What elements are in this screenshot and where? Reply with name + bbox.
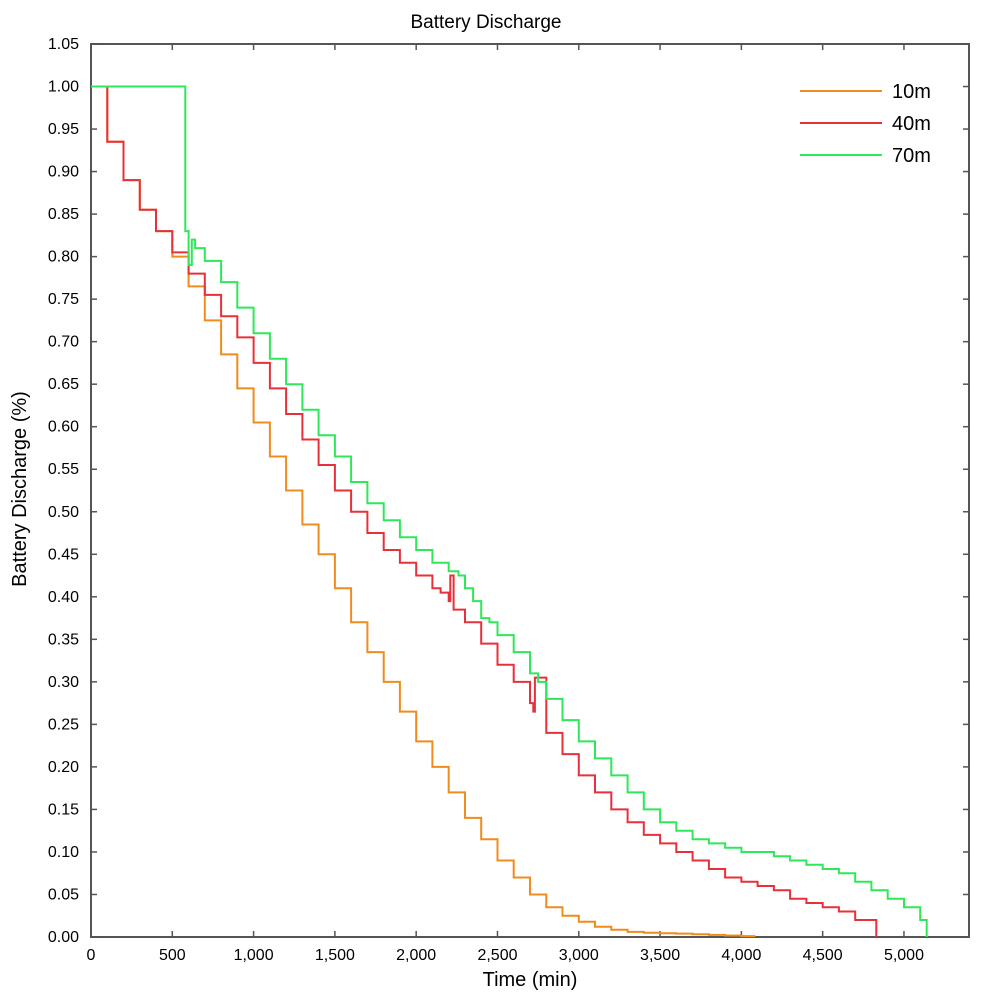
legend-label-40m: 40m: [892, 113, 931, 135]
x-tick-label: 500: [159, 947, 186, 964]
series-line-70m: [91, 85, 928, 937]
legend: 10m 40m 70m: [800, 81, 931, 167]
x-axis: 0 500 1,000 1,500 2,000 2,500 3,000 3,500 4,000 4…: [87, 44, 924, 964]
y-tick-label: 0.70: [48, 334, 79, 351]
y-tick-label: 0.65: [48, 376, 79, 393]
y-axis-label: Battery Discharge (%): [9, 391, 31, 587]
y-tick-label: 0.60: [48, 419, 79, 436]
y-tick-label: 0.00: [48, 929, 79, 946]
x-tick-label: 2,000: [396, 947, 436, 964]
y-tick-label: 0.20: [48, 759, 79, 776]
y-tick-label: 0.50: [48, 504, 79, 521]
y-tick-label: 0.95: [48, 121, 79, 138]
y-tick-label: 0.35: [48, 631, 79, 648]
y-tick-label: 0.10: [48, 844, 79, 861]
plot-border: [90, 43, 970, 938]
x-tick-label: 0: [87, 947, 96, 964]
x-tick-label: 3,000: [559, 947, 599, 964]
y-tick-label: 0.15: [48, 801, 79, 818]
x-tick-label: 4,000: [721, 947, 761, 964]
series-line-40m: [91, 85, 878, 937]
series-line-10m: [91, 85, 756, 938]
y-tick-label: 0.55: [48, 461, 79, 478]
x-tick-label: 4,500: [803, 947, 843, 964]
plot-area: [90, 43, 970, 938]
y-axis: 0.00 0.05 0.10 0.15 0.20 0.25 0.30 0.35 0.40 0.45…: [48, 36, 969, 946]
x-tick-label: 5,000: [884, 947, 924, 964]
legend-label-70m: 70m: [892, 145, 931, 167]
x-tick-label: 3,500: [640, 947, 680, 964]
x-tick-label: 2,500: [477, 947, 517, 964]
y-tick-label: 0.75: [48, 291, 79, 308]
series-lines: [91, 85, 928, 938]
y-tick-label: 0.40: [48, 589, 79, 606]
x-tick-label: 1,000: [234, 947, 274, 964]
y-tick-label: 0.45: [48, 546, 79, 563]
y-tick-label: 0.25: [48, 716, 79, 733]
y-tick-label: 1.05: [48, 36, 79, 53]
x-tick-label: 1,500: [315, 947, 355, 964]
y-tick-label: 0.80: [48, 249, 79, 266]
legend-label-10m: 10m: [892, 81, 931, 103]
y-tick-label: 0.05: [48, 886, 79, 903]
x-axis-label: Time (min): [483, 969, 578, 991]
y-tick-label: 0.30: [48, 674, 79, 691]
chart-title: Battery Discharge: [410, 12, 561, 33]
y-tick-label: 1.00: [48, 79, 79, 96]
y-tick-label: 0.85: [48, 206, 79, 223]
y-tick-label: 0.90: [48, 164, 79, 181]
